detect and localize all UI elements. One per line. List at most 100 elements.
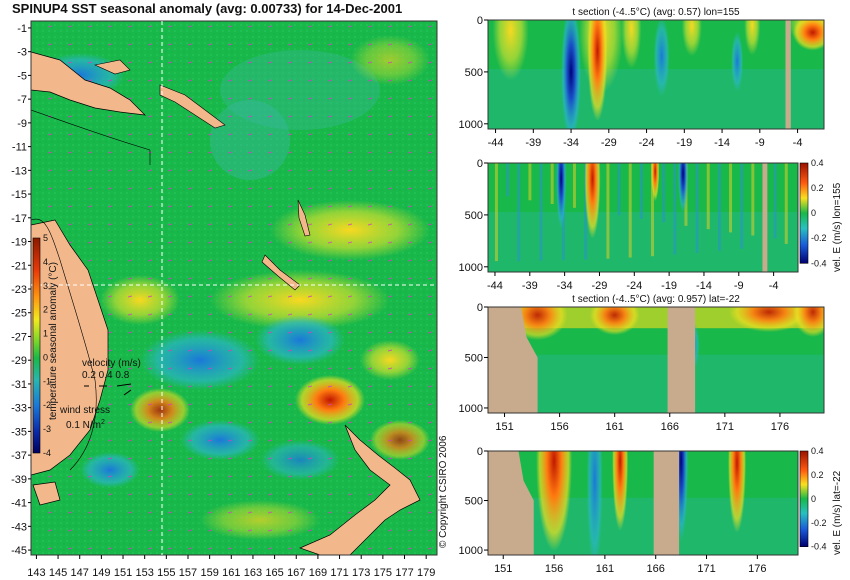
map-lon-tick-label: 169 [309, 567, 327, 579]
copyright: © Copyright CSIRO 2006 [438, 435, 449, 548]
bismarck-land [94, 59, 131, 75]
map-lat-tick-label: -37 [11, 450, 27, 462]
tasmania-land [32, 481, 61, 506]
map-lon-tick-label: 153 [136, 567, 154, 579]
new-caledonia-land [261, 254, 301, 291]
velocity-legend-title: velocity (m/s) [82, 358, 141, 369]
map-lon-tick-label: 175 [374, 567, 392, 579]
map-panel: -1-3-5-7-9-11-13-15-17-19-21-23-25-27-29… [11, 20, 438, 579]
section-panel-1: -44 -39 -34 -29 -24 -19 -14 -9 -4 0 500 1000 0.4 0.2 0… [459, 158, 843, 292]
map-lat-tick-label: -35 [11, 426, 27, 438]
map-lon-tick-label: 145 [49, 567, 67, 579]
map-lat-tick-label: -29 [11, 355, 27, 367]
map-lon-tick-label: 165 [265, 567, 283, 579]
map-lat-axis: -1 -3 -5 -7 -9 -11 -13 -15 -17 -19 -21 -23 -25 -27 -29… [11, 23, 31, 557]
sst-colorbar-tick: 4 [43, 257, 48, 267]
map-lon-tick-label: 177 [395, 567, 413, 579]
section-panels: -44 -39 -34 -29 -24 -19 -14 -9 -4 0 500 1000 t secti… [459, 7, 843, 575]
section-y-tick-label: 1000 [459, 119, 483, 131]
section-panel-2: 151 156 161 166 171 176 0 500 1000 t section (-4.… [459, 294, 825, 433]
map-lat-tick-label: -33 [11, 403, 27, 415]
section-y-tick-label: 1000 [459, 262, 483, 274]
section-land [762, 163, 768, 272]
section-land [653, 451, 680, 555]
sst-colorbar-tick: 0 [43, 352, 48, 362]
map-lat-tick-label: -43 [11, 521, 27, 533]
vel-colorbar [799, 162, 809, 264]
section-x-tick-label: -39 [525, 137, 541, 149]
section-x-tick-label: -44 [488, 137, 504, 149]
map-lat-tick-label: -23 [11, 284, 27, 296]
sst-colorbar-tick: -4 [43, 448, 51, 458]
section-field-2 [488, 307, 824, 413]
section-y-tick-label: 1000 [459, 403, 483, 415]
section-y-tick-label: 1000 [459, 545, 483, 557]
section-x-tick-label: -34 [557, 280, 573, 292]
vel-colorbar-tick: -0.2 [811, 233, 827, 243]
map-lon-axis: 143 145 147 149 151 153 155 157 159 161 163 165 167 1… [27, 555, 435, 579]
section-y-tick-label: 0 [477, 15, 483, 27]
section-y-tick-label: 0 [477, 158, 483, 170]
section-land [667, 307, 696, 413]
sst-colorbar-tick: 3 [43, 281, 48, 291]
vel-colorbar-tick: 0.4 [811, 158, 824, 168]
section-x-tick-label: 161 [606, 421, 624, 433]
map-lat-tick-label: -3 [17, 47, 27, 59]
velocity-legend-arrows [84, 383, 132, 396]
sst-field [31, 21, 437, 555]
section-x-tick-label: -9 [755, 137, 765, 149]
sst-colorbar-tick: -3 [43, 424, 51, 434]
section-title: t section (-4..5°C) (avg: 0.57) lon=155 [572, 7, 740, 18]
sst-colorbar [32, 237, 41, 454]
section-panel-3: 151 156 161 166 171 176 0 500 1000 0.4 0.2 0 -0.2 -0.… [459, 446, 843, 575]
section-x-tick-label: -19 [661, 280, 677, 292]
map-lon-tick-label: 149 [92, 567, 110, 579]
section-y-tick-label: 500 [465, 67, 483, 79]
map-lon-tick-label: 161 [222, 567, 240, 579]
section-land [488, 451, 534, 555]
map-lon-tick-label: 163 [244, 567, 262, 579]
section-x-tick-label: -34 [563, 137, 579, 149]
svg-text:0.1 N/m2: 0.1 N/m2 [66, 419, 105, 431]
vel-colorbar-tick: 0 [811, 208, 816, 218]
section-x-tick-label: -44 [487, 280, 503, 292]
section-y-tick-label: 500 [465, 210, 483, 222]
map-lat-tick-label: -39 [11, 474, 27, 486]
vel-colorbar [799, 450, 809, 547]
section-x-tick-label: 161 [596, 563, 614, 575]
map-lat-tick-label: -21 [11, 260, 27, 272]
map-lon-tick-label: 155 [157, 567, 175, 579]
section-land [785, 20, 791, 129]
section-y-tick-label: 0 [477, 446, 483, 458]
section-x-tick-label: -9 [734, 280, 744, 292]
section-x-tick-label: 156 [550, 421, 568, 433]
wind-legend-value: 0.1 N/m [66, 420, 101, 431]
vel-colorbar-tick: -0.4 [811, 542, 827, 552]
map-lat-tick-label: -5 [17, 70, 27, 82]
section-field-1 [488, 163, 798, 272]
page-title: SPINUP4 SST seasonal anomaly (avg: 0.007… [12, 1, 403, 16]
section-x-tick-label: 166 [647, 563, 665, 575]
section-y-tick-label: 0 [477, 302, 483, 314]
section-x-tick-label: 151 [494, 563, 512, 575]
map-lon-tick-label: 179 [417, 567, 435, 579]
velocity-legend-values: 0.2 0.4 0.8 [82, 370, 130, 381]
section-x-tick-label: -29 [601, 137, 617, 149]
section-x-tick-label: -4 [769, 280, 779, 292]
map-lat-tick-label: -31 [11, 379, 27, 391]
section-x-tick-label: -39 [522, 280, 538, 292]
new-zealand-land [299, 424, 421, 555]
map-lat-tick-label: -7 [17, 94, 27, 106]
section-x-tick-label: 171 [697, 563, 715, 575]
section-x-tick-label: 156 [545, 563, 563, 575]
map-lon-tick-label: 151 [114, 567, 132, 579]
map-lat-tick-label: -15 [11, 189, 27, 201]
section-field-3 [488, 451, 798, 555]
new-guinea-land [31, 51, 146, 116]
section-panel-0: -44 -39 -34 -29 -24 -19 -14 -9 -4 0 500 1000 t secti… [459, 7, 825, 149]
map-lat-tick-label: -1 [17, 23, 27, 35]
map-lat-tick-label: -27 [11, 331, 27, 343]
sst-colorbar-tick: -2 [43, 400, 51, 410]
solomon-islands-land [159, 84, 226, 129]
section-x-tick-label: -14 [714, 137, 730, 149]
